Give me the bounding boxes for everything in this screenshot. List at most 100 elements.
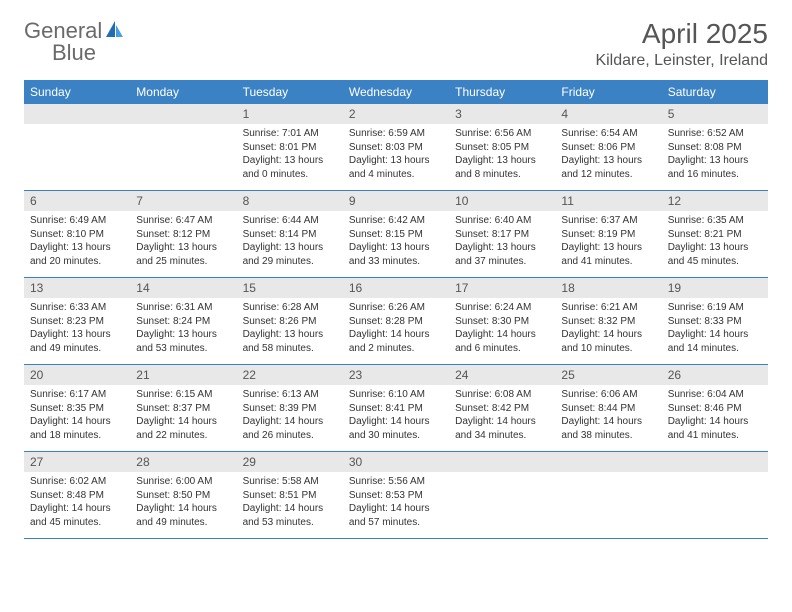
day-cell: 14Sunrise: 6:31 AMSunset: 8:24 PMDayligh… <box>130 278 236 365</box>
daylight-line: Daylight: 14 hours and 57 minutes. <box>349 502 443 529</box>
day-number: 20 <box>24 365 130 385</box>
day-body: Sunrise: 6:37 AMSunset: 8:19 PMDaylight:… <box>555 211 661 271</box>
day-body: Sunrise: 6:04 AMSunset: 8:46 PMDaylight:… <box>662 385 768 445</box>
daylight-line: Daylight: 14 hours and 26 minutes. <box>243 415 337 442</box>
day-cell: 5Sunrise: 6:52 AMSunset: 8:08 PMDaylight… <box>662 104 768 191</box>
sunrise-line: Sunrise: 6:31 AM <box>136 301 230 315</box>
day-body: Sunrise: 6:08 AMSunset: 8:42 PMDaylight:… <box>449 385 555 445</box>
day-body: Sunrise: 5:58 AMSunset: 8:51 PMDaylight:… <box>237 472 343 532</box>
sunrise-line: Sunrise: 7:01 AM <box>243 127 337 141</box>
sunset-line: Sunset: 8:24 PM <box>136 315 230 329</box>
sunrise-line: Sunrise: 6:33 AM <box>30 301 124 315</box>
sunset-line: Sunset: 8:05 PM <box>455 141 549 155</box>
sunset-line: Sunset: 8:12 PM <box>136 228 230 242</box>
day-number: 3 <box>449 104 555 124</box>
sunset-line: Sunset: 8:06 PM <box>561 141 655 155</box>
day-cell: 12Sunrise: 6:35 AMSunset: 8:21 PMDayligh… <box>662 191 768 278</box>
sunrise-line: Sunrise: 6:40 AM <box>455 214 549 228</box>
day-cell <box>24 104 130 191</box>
day-number: 23 <box>343 365 449 385</box>
day-number: 7 <box>130 191 236 211</box>
sunrise-line: Sunrise: 6:00 AM <box>136 475 230 489</box>
day-body: Sunrise: 6:26 AMSunset: 8:28 PMDaylight:… <box>343 298 449 358</box>
empty-day-number <box>662 452 768 472</box>
sunset-line: Sunset: 8:08 PM <box>668 141 762 155</box>
day-cell <box>449 452 555 539</box>
sunrise-line: Sunrise: 6:13 AM <box>243 388 337 402</box>
day-body: Sunrise: 6:56 AMSunset: 8:05 PMDaylight:… <box>449 124 555 184</box>
day-number: 11 <box>555 191 661 211</box>
daylight-line: Daylight: 14 hours and 18 minutes. <box>30 415 124 442</box>
day-body: Sunrise: 6:06 AMSunset: 8:44 PMDaylight:… <box>555 385 661 445</box>
day-header: Thursday <box>449 80 555 104</box>
sunset-line: Sunset: 8:51 PM <box>243 489 337 503</box>
day-cell: 18Sunrise: 6:21 AMSunset: 8:32 PMDayligh… <box>555 278 661 365</box>
day-body: Sunrise: 6:28 AMSunset: 8:26 PMDaylight:… <box>237 298 343 358</box>
day-body: Sunrise: 6:54 AMSunset: 8:06 PMDaylight:… <box>555 124 661 184</box>
day-cell: 27Sunrise: 6:02 AMSunset: 8:48 PMDayligh… <box>24 452 130 539</box>
day-cell: 21Sunrise: 6:15 AMSunset: 8:37 PMDayligh… <box>130 365 236 452</box>
sunrise-line: Sunrise: 6:24 AM <box>455 301 549 315</box>
day-number: 29 <box>237 452 343 472</box>
day-number: 10 <box>449 191 555 211</box>
day-cell: 19Sunrise: 6:19 AMSunset: 8:33 PMDayligh… <box>662 278 768 365</box>
sunrise-line: Sunrise: 5:56 AM <box>349 475 443 489</box>
day-number: 6 <box>24 191 130 211</box>
daylight-line: Daylight: 14 hours and 53 minutes. <box>243 502 337 529</box>
sunrise-line: Sunrise: 6:52 AM <box>668 127 762 141</box>
sunset-line: Sunset: 8:39 PM <box>243 402 337 416</box>
week-row: 27Sunrise: 6:02 AMSunset: 8:48 PMDayligh… <box>24 452 768 539</box>
sunrise-line: Sunrise: 6:19 AM <box>668 301 762 315</box>
sunset-line: Sunset: 8:14 PM <box>243 228 337 242</box>
calendar-table: SundayMondayTuesdayWednesdayThursdayFrid… <box>24 80 768 539</box>
sunrise-line: Sunrise: 6:26 AM <box>349 301 443 315</box>
sunset-line: Sunset: 8:35 PM <box>30 402 124 416</box>
day-number: 15 <box>237 278 343 298</box>
sunset-line: Sunset: 8:28 PM <box>349 315 443 329</box>
day-header: Monday <box>130 80 236 104</box>
day-cell: 2Sunrise: 6:59 AMSunset: 8:03 PMDaylight… <box>343 104 449 191</box>
day-cell: 16Sunrise: 6:26 AMSunset: 8:28 PMDayligh… <box>343 278 449 365</box>
sunrise-line: Sunrise: 6:02 AM <box>30 475 124 489</box>
empty-day-number <box>555 452 661 472</box>
day-number: 4 <box>555 104 661 124</box>
day-body: Sunrise: 6:59 AMSunset: 8:03 PMDaylight:… <box>343 124 449 184</box>
day-cell: 23Sunrise: 6:10 AMSunset: 8:41 PMDayligh… <box>343 365 449 452</box>
sunset-line: Sunset: 8:53 PM <box>349 489 443 503</box>
day-body: Sunrise: 6:17 AMSunset: 8:35 PMDaylight:… <box>24 385 130 445</box>
day-header: Friday <box>555 80 661 104</box>
day-cell: 22Sunrise: 6:13 AMSunset: 8:39 PMDayligh… <box>237 365 343 452</box>
day-body: Sunrise: 6:02 AMSunset: 8:48 PMDaylight:… <box>24 472 130 532</box>
day-number: 27 <box>24 452 130 472</box>
day-body: Sunrise: 6:35 AMSunset: 8:21 PMDaylight:… <box>662 211 768 271</box>
day-cell: 29Sunrise: 5:58 AMSunset: 8:51 PMDayligh… <box>237 452 343 539</box>
sunrise-line: Sunrise: 6:49 AM <box>30 214 124 228</box>
daylight-line: Daylight: 13 hours and 49 minutes. <box>30 328 124 355</box>
empty-day-number <box>449 452 555 472</box>
week-row: 13Sunrise: 6:33 AMSunset: 8:23 PMDayligh… <box>24 278 768 365</box>
day-body: Sunrise: 6:52 AMSunset: 8:08 PMDaylight:… <box>662 124 768 184</box>
daylight-line: Daylight: 13 hours and 29 minutes. <box>243 241 337 268</box>
month-title: April 2025 <box>595 18 768 50</box>
empty-day-number <box>24 104 130 124</box>
day-cell: 7Sunrise: 6:47 AMSunset: 8:12 PMDaylight… <box>130 191 236 278</box>
day-body: Sunrise: 6:13 AMSunset: 8:39 PMDaylight:… <box>237 385 343 445</box>
day-number: 9 <box>343 191 449 211</box>
day-number: 1 <box>237 104 343 124</box>
day-body: Sunrise: 7:01 AMSunset: 8:01 PMDaylight:… <box>237 124 343 184</box>
day-cell: 25Sunrise: 6:06 AMSunset: 8:44 PMDayligh… <box>555 365 661 452</box>
day-cell: 24Sunrise: 6:08 AMSunset: 8:42 PMDayligh… <box>449 365 555 452</box>
day-number: 16 <box>343 278 449 298</box>
daylight-line: Daylight: 13 hours and 58 minutes. <box>243 328 337 355</box>
day-body: Sunrise: 6:49 AMSunset: 8:10 PMDaylight:… <box>24 211 130 271</box>
day-header: Tuesday <box>237 80 343 104</box>
sunrise-line: Sunrise: 6:37 AM <box>561 214 655 228</box>
sunrise-line: Sunrise: 6:10 AM <box>349 388 443 402</box>
sail-icon <box>104 19 126 44</box>
daylight-line: Daylight: 14 hours and 10 minutes. <box>561 328 655 355</box>
day-cell <box>662 452 768 539</box>
sunset-line: Sunset: 8:01 PM <box>243 141 337 155</box>
sunrise-line: Sunrise: 6:54 AM <box>561 127 655 141</box>
day-cell: 6Sunrise: 6:49 AMSunset: 8:10 PMDaylight… <box>24 191 130 278</box>
sunset-line: Sunset: 8:41 PM <box>349 402 443 416</box>
